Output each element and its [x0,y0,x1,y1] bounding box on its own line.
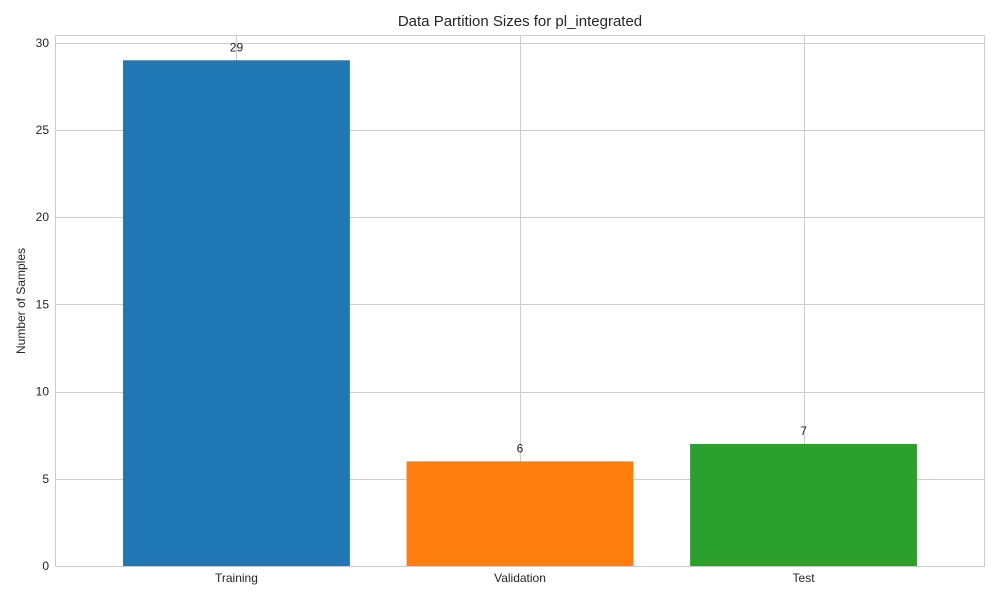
y-tick-label: 5 [42,472,49,486]
x-tick-label: Validation [494,571,546,585]
bar-test [690,443,917,566]
y-tick-label: 15 [36,297,50,311]
y-tick-label: 20 [36,210,50,224]
data-labels: 29 6 7 [230,40,807,455]
data-label: 29 [230,40,244,54]
y-tick-labels: 0 5 10 15 20 25 30 [36,36,50,573]
y-tick-label: 30 [36,36,50,50]
bars [123,60,917,567]
y-axis-label: Number of Samples [14,248,28,354]
x-tick-label: Test [793,571,816,585]
chart-title: Data Partition Sizes for pl_integrated [398,13,642,30]
bar-training [123,60,350,567]
x-tick-labels: Training Validation Test [215,571,815,585]
data-label: 7 [800,424,807,438]
y-tick-label: 0 [42,559,49,573]
bar-validation [406,461,634,566]
y-tick-label: 25 [36,123,50,137]
plot-frame [55,35,985,567]
y-tick-label: 10 [36,385,50,399]
x-tick-label: Training [215,571,258,585]
data-label: 6 [517,441,524,455]
